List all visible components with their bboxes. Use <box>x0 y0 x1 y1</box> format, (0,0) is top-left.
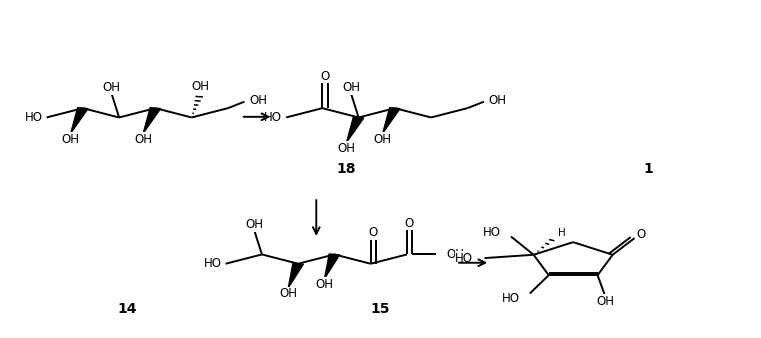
Text: 14: 14 <box>118 301 137 316</box>
Polygon shape <box>143 108 161 133</box>
Text: O: O <box>320 70 330 83</box>
Polygon shape <box>71 108 88 133</box>
Text: HO: HO <box>204 257 222 270</box>
Text: 15: 15 <box>371 301 390 316</box>
Text: OH: OH <box>134 132 152 146</box>
Text: O: O <box>368 226 377 239</box>
Polygon shape <box>325 254 339 279</box>
Text: HO: HO <box>264 111 282 124</box>
Text: OH: OH <box>338 142 355 155</box>
Text: OH: OH <box>192 80 210 93</box>
Text: O: O <box>636 227 645 241</box>
Polygon shape <box>383 108 400 133</box>
Text: OH: OH <box>342 81 360 94</box>
Text: OH: OH <box>446 248 464 261</box>
Text: HO: HO <box>482 226 501 239</box>
Text: OH: OH <box>374 132 392 146</box>
Polygon shape <box>346 117 364 142</box>
Text: OH: OH <box>279 287 298 300</box>
Text: 18: 18 <box>337 162 356 176</box>
Text: OH: OH <box>103 81 120 94</box>
Text: OH: OH <box>489 94 507 107</box>
Text: OH: OH <box>249 94 267 107</box>
Text: OH: OH <box>316 278 333 291</box>
Text: OH: OH <box>596 295 614 308</box>
Polygon shape <box>288 263 304 288</box>
Text: H: H <box>559 228 566 238</box>
Text: O: O <box>405 217 414 230</box>
Text: 1: 1 <box>644 162 654 176</box>
Text: HO: HO <box>25 111 43 124</box>
Text: OH: OH <box>62 132 80 146</box>
Text: HO: HO <box>502 292 520 305</box>
Text: OH: OH <box>245 218 263 231</box>
Text: HO: HO <box>455 251 473 265</box>
